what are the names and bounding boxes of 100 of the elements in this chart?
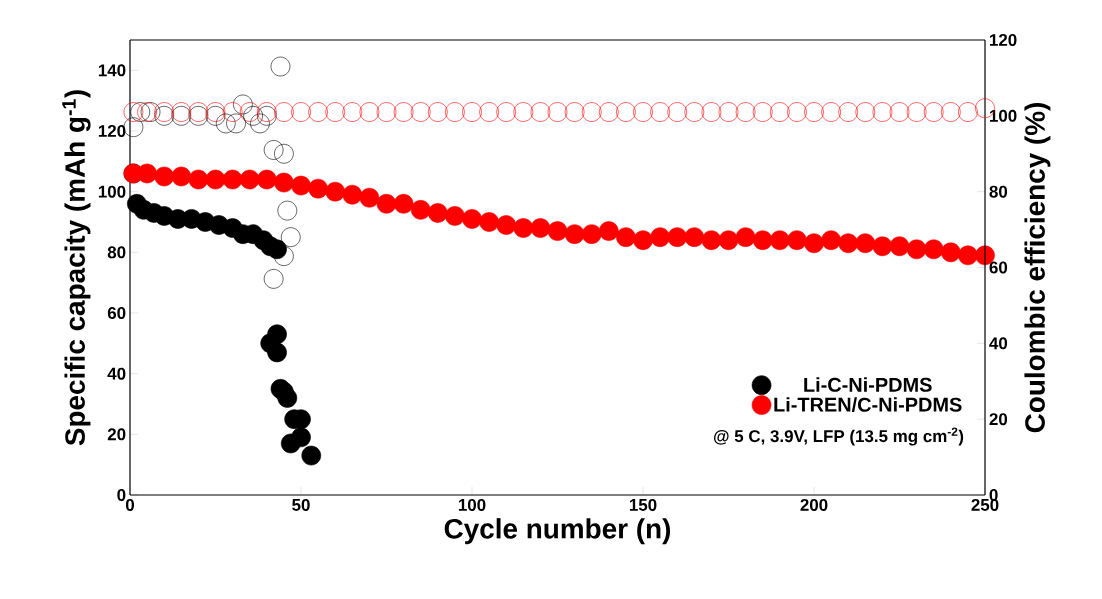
point [291, 102, 311, 122]
point [581, 224, 602, 244]
point [581, 102, 602, 122]
point [770, 102, 790, 122]
y-tick-label: 80 [107, 246, 126, 259]
point [376, 102, 397, 122]
point [872, 236, 893, 257]
y-tick-label: 40 [107, 367, 126, 380]
point [650, 227, 670, 247]
point [855, 102, 876, 122]
point [496, 215, 516, 235]
point [250, 113, 270, 134]
point [274, 246, 294, 266]
y-tick-label: 0 [117, 489, 126, 501]
point [233, 94, 253, 115]
legend-label: Li-TREN/C-Ni-PDMS [774, 397, 962, 412]
point [301, 445, 322, 466]
point [906, 239, 927, 260]
point [906, 102, 927, 122]
point [274, 172, 294, 193]
y2-axis-title: Coulombic efficiency (%) [1024, 103, 1051, 433]
y2-tick-label: 120 [989, 34, 1017, 46]
point [513, 102, 534, 122]
point [838, 102, 859, 122]
point [308, 102, 328, 122]
point [291, 175, 311, 196]
point [263, 140, 284, 160]
point [154, 166, 174, 187]
point [735, 227, 756, 247]
point [889, 236, 910, 257]
point [718, 230, 739, 250]
point [667, 227, 688, 247]
point [222, 169, 243, 190]
point [718, 102, 739, 122]
point [923, 102, 944, 122]
point [941, 242, 961, 263]
x-tick-label: 100 [458, 498, 486, 511]
point [222, 102, 243, 122]
point [684, 102, 705, 122]
point [428, 203, 448, 223]
point [701, 230, 722, 250]
point [376, 194, 397, 214]
point [171, 166, 192, 187]
point [547, 221, 568, 241]
point [393, 194, 414, 214]
point [752, 230, 773, 250]
point [787, 230, 807, 250]
point [291, 427, 311, 448]
y-tick-label: 140 [98, 64, 126, 77]
point [205, 169, 226, 190]
point [650, 102, 670, 122]
point [530, 218, 551, 238]
point [633, 230, 653, 250]
point [130, 102, 151, 122]
point [599, 102, 619, 122]
point [855, 233, 876, 254]
x-tick-label: 150 [629, 498, 657, 511]
x-tick-label: 0 [125, 498, 135, 511]
point [257, 169, 277, 190]
point [564, 102, 585, 122]
point [280, 227, 301, 247]
point [889, 102, 910, 122]
point [821, 230, 841, 250]
point [958, 245, 978, 266]
y-tick-label: 20 [107, 428, 126, 441]
x-tick-label: 250 [971, 498, 999, 511]
point [270, 56, 291, 77]
point [277, 200, 298, 221]
point [267, 342, 287, 363]
point [513, 218, 534, 238]
point [239, 169, 260, 190]
point [667, 102, 688, 122]
point [274, 143, 294, 164]
point [923, 239, 944, 260]
point [215, 113, 236, 134]
point [359, 187, 380, 208]
y-axis-title: Specific capacity (mAh g$^{-1}$) [62, 90, 91, 446]
point [735, 102, 756, 122]
point [752, 102, 773, 122]
point [530, 102, 551, 122]
point [564, 224, 585, 244]
point [267, 324, 287, 345]
y2-tick-label: 100 [989, 109, 1017, 122]
point [633, 102, 653, 122]
point [342, 184, 363, 205]
point [616, 227, 636, 247]
y-tick-label: 120 [98, 125, 126, 137]
point [616, 102, 636, 122]
point [393, 102, 414, 122]
y2-tick-label: 40 [989, 337, 1008, 350]
legend-label: Li-C-Ni-PDMS [804, 377, 932, 392]
y2-tick-label: 20 [989, 413, 1008, 426]
x-tick-label: 200 [800, 498, 828, 511]
point [410, 102, 431, 122]
point [872, 102, 893, 122]
point [445, 102, 465, 122]
point [445, 206, 465, 226]
annotation: @ 5 C, 3.9V, LFP (13.5 mg cm$^{-2}$) [714, 427, 964, 446]
y2-tick-label: 80 [989, 185, 1008, 198]
point [941, 102, 961, 122]
